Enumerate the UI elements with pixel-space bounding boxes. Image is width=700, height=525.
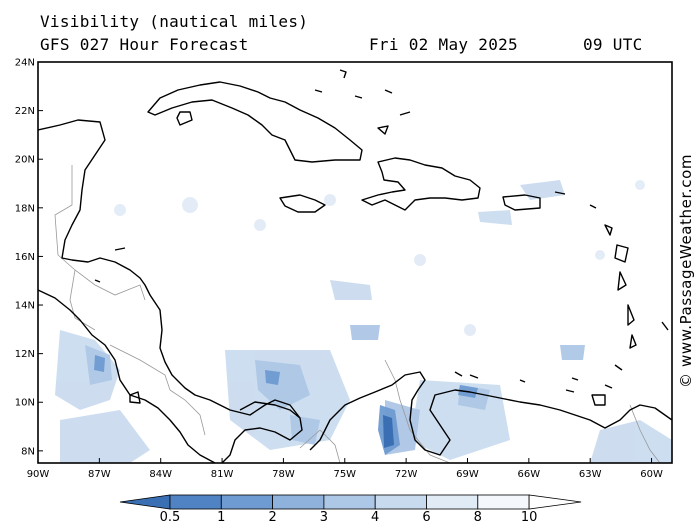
forecast-label: GFS 027 Hour Forecast (40, 35, 249, 54)
lon-tick-label: 84W (149, 469, 172, 480)
lat-tick-label: 16N (15, 252, 35, 263)
legend-swatch (272, 494, 325, 510)
coastlines (38, 69, 672, 463)
legend-label: 10 (521, 510, 538, 525)
lon-tick-label: 90W (27, 469, 50, 480)
lon-tick-label: 69W (456, 469, 479, 480)
legend-swatch (477, 494, 530, 510)
legend-label: 8 (474, 510, 482, 525)
lat-tick-label: 20N (15, 155, 35, 166)
lat-tick-label: 14N (15, 301, 35, 312)
country-borders (54, 165, 661, 463)
lon-tick-label: 72W (395, 469, 418, 480)
visibility-shading (55, 180, 672, 463)
lon-tick-label: 60W (640, 469, 663, 480)
latitude-axis: 24N 22N 20N 18N 16N 14N 12N 10N 8N (15, 58, 43, 457)
legend-label: 0.5 (160, 510, 181, 525)
map-title: Visibility (nautical miles) (40, 12, 309, 31)
map-frame (37, 61, 673, 464)
visibility-legend: 0.5 1 2 3 4 6 8 10 (119, 494, 582, 525)
legend-label: 4 (371, 510, 379, 525)
legend-swatch (374, 494, 427, 510)
lon-tick-label: 75W (333, 469, 356, 480)
legend-label: 3 (320, 510, 328, 525)
legend-label: 1 (217, 510, 225, 525)
lat-tick-label: 24N (15, 58, 35, 69)
legend-arrow-low (119, 494, 171, 510)
legend-swatch (426, 494, 479, 510)
legend-label: 2 (268, 510, 276, 525)
lat-tick-label: 10N (15, 398, 35, 409)
longitude-axis: 90W 87W 84W 81W 78W 75W 72W 69W 66W 63W 60W (27, 458, 663, 480)
legend-label: 6 (422, 510, 430, 525)
lon-tick-label: 78W (272, 469, 295, 480)
map-background (38, 62, 672, 463)
lon-tick-label: 66W (518, 469, 541, 480)
forecast-time: 09 UTC (583, 35, 643, 54)
lat-tick-label: 18N (15, 203, 35, 214)
lat-tick-label: 22N (15, 106, 35, 117)
legend-swatch (169, 494, 222, 510)
legend-swatch (220, 494, 274, 510)
lon-tick-label: 87W (88, 469, 111, 480)
lat-tick-label: 12N (15, 349, 35, 360)
lat-tick-label: 8N (21, 446, 35, 457)
lon-tick-label: 63W (579, 469, 602, 480)
legend-arrow-high (528, 494, 582, 510)
legend-swatch (323, 494, 376, 510)
lon-tick-label: 81W (211, 469, 234, 480)
forecast-date: Fri 02 May 2025 (369, 35, 518, 54)
credit-text: © www.PassageWeather.com (677, 153, 695, 388)
